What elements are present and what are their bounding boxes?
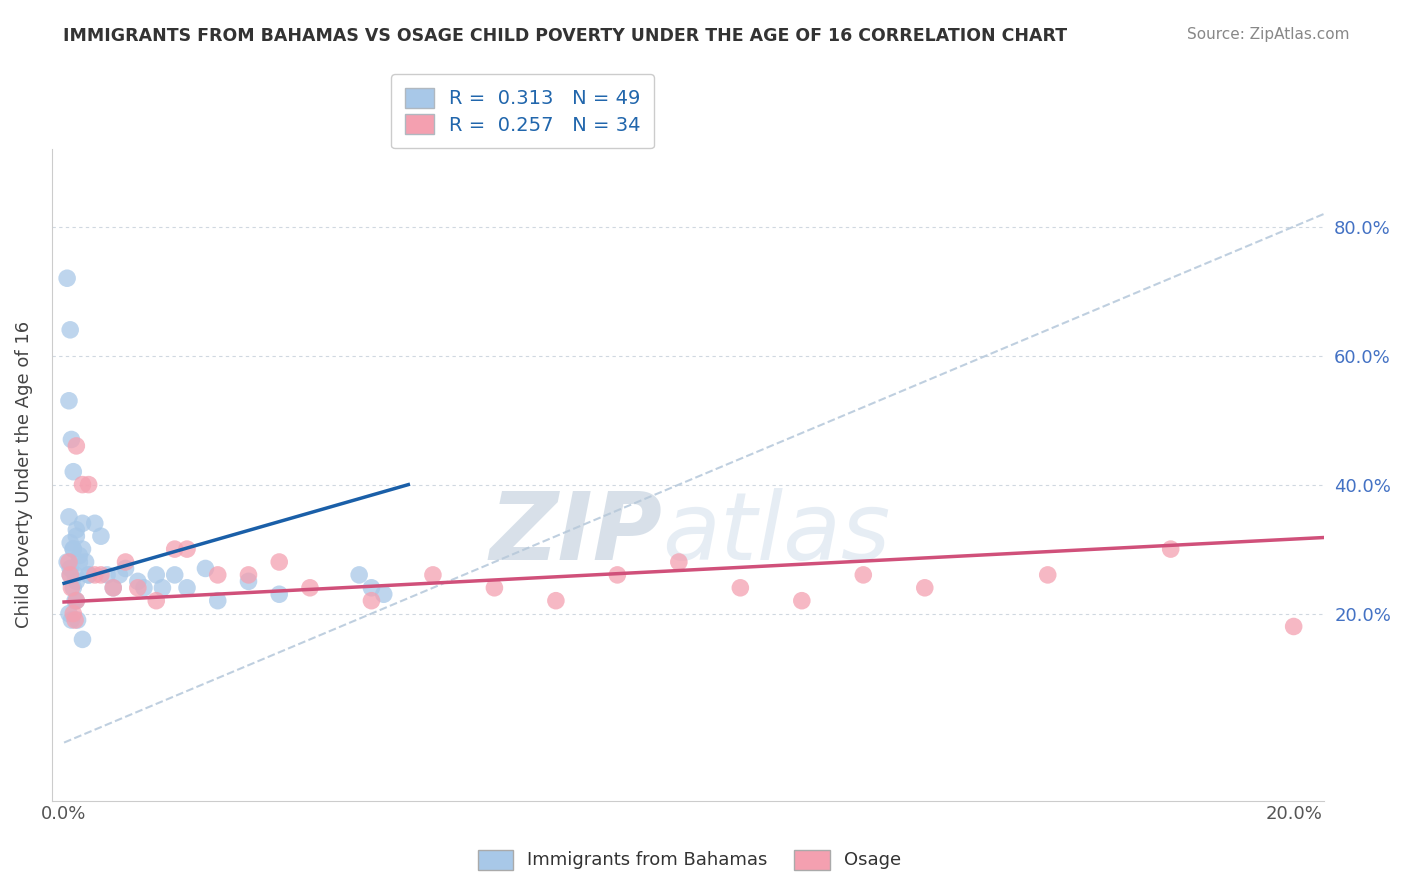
Point: [1282, 619, 1305, 633]
Point: [238, 568, 260, 582]
Point: [83, 568, 105, 582]
Point: [66, 613, 89, 627]
Point: [360, 593, 382, 607]
Point: [72, 516, 94, 531]
Legend: R =  0.313   N = 49, R =  0.257   N = 34: R = 0.313 N = 49, R = 0.257 N = 34: [391, 74, 654, 148]
Point: [194, 561, 217, 575]
Point: [72, 477, 94, 491]
Point: [914, 581, 936, 595]
Point: [347, 568, 370, 582]
Point: [108, 568, 131, 582]
Point: [127, 574, 149, 589]
Point: [152, 581, 174, 595]
Point: [58, 555, 80, 569]
Y-axis label: Child Poverty Under the Age of 16: Child Poverty Under the Age of 16: [15, 321, 32, 629]
Point: [58, 509, 80, 524]
Point: [668, 555, 690, 569]
Point: [132, 581, 155, 595]
Point: [484, 581, 506, 595]
Point: [77, 477, 100, 491]
Point: [207, 568, 229, 582]
Point: [60, 613, 83, 627]
Point: [127, 581, 149, 595]
Point: [163, 568, 186, 582]
Point: [58, 607, 80, 621]
Point: [63, 593, 86, 607]
Point: [1160, 542, 1182, 557]
Point: [62, 607, 84, 621]
Point: [62, 542, 84, 557]
Point: [67, 549, 90, 563]
Point: [77, 568, 100, 582]
Point: [145, 593, 167, 607]
Point: [114, 555, 136, 569]
Point: [75, 555, 97, 569]
Point: [65, 593, 87, 607]
Point: [238, 574, 260, 589]
Point: [60, 581, 83, 595]
Point: [176, 581, 198, 595]
Point: [1036, 568, 1059, 582]
Point: [72, 632, 94, 647]
Point: [83, 516, 105, 531]
Point: [65, 523, 87, 537]
Point: [62, 542, 84, 557]
Point: [65, 529, 87, 543]
Point: [90, 568, 112, 582]
Point: [67, 555, 90, 569]
Text: Immigrants from Bahamas: Immigrants from Bahamas: [527, 851, 768, 869]
Point: [62, 465, 84, 479]
Point: [96, 568, 118, 582]
Point: [59, 568, 82, 582]
Point: [59, 535, 82, 549]
Text: Source: ZipAtlas.com: Source: ZipAtlas.com: [1187, 27, 1350, 42]
Point: [77, 568, 100, 582]
Point: [103, 581, 125, 595]
Text: atlas: atlas: [662, 488, 891, 579]
Point: [269, 587, 291, 601]
Point: [103, 581, 125, 595]
Point: [422, 568, 444, 582]
Point: [72, 542, 94, 557]
Point: [269, 555, 291, 569]
Point: [852, 568, 875, 582]
Point: [65, 593, 87, 607]
Text: ZIP: ZIP: [489, 488, 662, 580]
Point: [90, 529, 112, 543]
Point: [59, 561, 82, 575]
Point: [373, 587, 395, 601]
Point: [59, 568, 82, 582]
Point: [606, 568, 628, 582]
Point: [114, 561, 136, 575]
Point: [63, 613, 86, 627]
Point: [176, 542, 198, 557]
Point: [62, 581, 84, 595]
Point: [59, 323, 82, 337]
Point: [58, 393, 80, 408]
Point: [730, 581, 752, 595]
Point: [65, 574, 87, 589]
Point: [60, 433, 83, 447]
Point: [544, 593, 567, 607]
Point: [163, 542, 186, 557]
Point: [298, 581, 321, 595]
Text: IMMIGRANTS FROM BAHAMAS VS OSAGE CHILD POVERTY UNDER THE AGE OF 16 CORRELATION C: IMMIGRANTS FROM BAHAMAS VS OSAGE CHILD P…: [63, 27, 1067, 45]
Point: [65, 439, 87, 453]
Point: [63, 568, 86, 582]
Point: [145, 568, 167, 582]
Text: Osage: Osage: [844, 851, 901, 869]
Point: [790, 593, 813, 607]
Point: [56, 555, 79, 569]
Point: [207, 593, 229, 607]
Point: [56, 271, 79, 285]
Point: [360, 581, 382, 595]
